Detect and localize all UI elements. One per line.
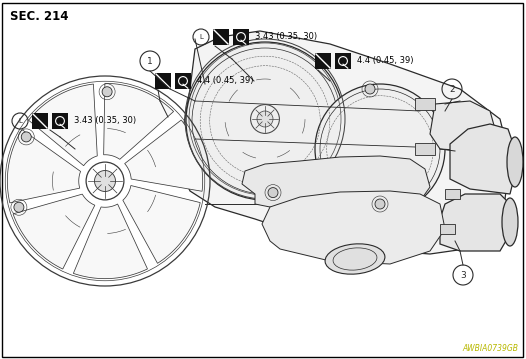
Bar (440, 224, 455, 234)
Circle shape (102, 87, 112, 97)
Bar (233, 29, 249, 45)
Text: 3.43 (0.35, 30): 3.43 (0.35, 30) (255, 33, 317, 42)
Polygon shape (180, 31, 510, 254)
Text: SEC. 214: SEC. 214 (10, 10, 68, 23)
Text: 4.4 (0.45, 39): 4.4 (0.45, 39) (357, 56, 413, 65)
Bar (175, 73, 191, 89)
Polygon shape (262, 191, 445, 264)
Bar (32, 113, 48, 129)
Polygon shape (204, 133, 262, 192)
Bar (335, 53, 351, 69)
Polygon shape (190, 98, 248, 154)
Bar (213, 29, 229, 45)
Text: 1: 1 (147, 56, 153, 65)
Text: 4.4 (0.45, 39): 4.4 (0.45, 39) (197, 76, 254, 85)
Polygon shape (73, 204, 147, 279)
Polygon shape (13, 194, 95, 269)
Polygon shape (242, 156, 430, 214)
Text: 3.43 (0.35, 30): 3.43 (0.35, 30) (74, 117, 136, 126)
Bar (155, 73, 171, 89)
Text: L: L (199, 34, 203, 40)
Bar (315, 53, 331, 69)
Bar (445, 189, 460, 199)
Bar (415, 143, 435, 155)
Polygon shape (246, 45, 302, 100)
Ellipse shape (325, 244, 385, 274)
Polygon shape (430, 101, 495, 151)
Polygon shape (7, 130, 80, 203)
Polygon shape (276, 59, 339, 112)
Polygon shape (260, 134, 313, 194)
Polygon shape (440, 194, 510, 251)
Circle shape (375, 199, 385, 209)
Polygon shape (28, 84, 97, 166)
Circle shape (315, 84, 445, 214)
Polygon shape (282, 116, 339, 169)
Polygon shape (104, 83, 174, 159)
Circle shape (14, 202, 24, 212)
Circle shape (257, 111, 273, 127)
Bar (415, 98, 435, 110)
Circle shape (21, 132, 31, 142)
Text: 2: 2 (449, 84, 455, 93)
Bar (52, 113, 68, 129)
Text: L: L (18, 118, 22, 124)
Polygon shape (123, 186, 200, 264)
Text: 3: 3 (460, 270, 466, 280)
Polygon shape (450, 124, 515, 194)
Text: AWBIA0739GB: AWBIA0739GB (462, 344, 518, 353)
Circle shape (268, 188, 278, 197)
Polygon shape (197, 50, 255, 112)
Circle shape (95, 171, 116, 191)
Circle shape (365, 84, 375, 94)
Polygon shape (125, 120, 203, 191)
Ellipse shape (507, 137, 523, 187)
Ellipse shape (502, 198, 518, 246)
Circle shape (186, 42, 344, 200)
